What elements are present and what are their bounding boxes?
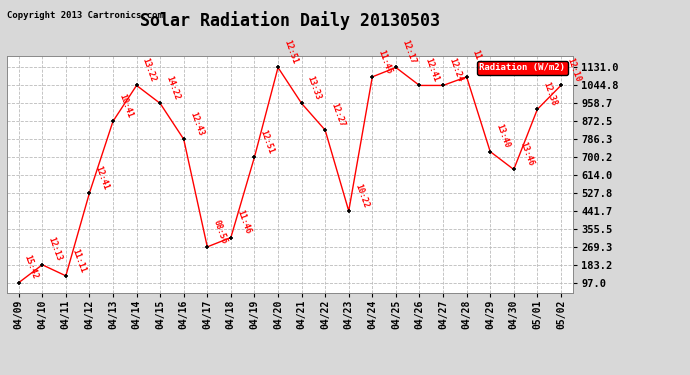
- Text: 13:40: 13:40: [494, 123, 511, 149]
- Point: [84, 190, 95, 196]
- Point: [249, 154, 260, 160]
- Point: [319, 127, 331, 133]
- Text: 10:22: 10:22: [353, 182, 370, 209]
- Text: 12:17: 12:17: [400, 39, 417, 65]
- Text: 11:11: 11:11: [70, 247, 87, 274]
- Point: [509, 166, 520, 172]
- Text: 12:10: 12:10: [565, 57, 582, 83]
- Point: [532, 106, 543, 112]
- Point: [108, 118, 119, 124]
- Text: 15:42: 15:42: [23, 254, 40, 280]
- Point: [178, 136, 189, 142]
- Text: 12:27: 12:27: [329, 101, 346, 128]
- Point: [273, 64, 284, 70]
- Legend: Radiation (W/m2): Radiation (W/m2): [477, 61, 568, 75]
- Point: [201, 244, 213, 250]
- Text: 12:41: 12:41: [424, 57, 441, 83]
- Text: 12:51: 12:51: [259, 128, 275, 155]
- Text: 12:43: 12:43: [188, 111, 205, 137]
- Text: 08:56: 08:56: [211, 218, 228, 244]
- Point: [60, 273, 71, 279]
- Text: Copyright 2013 Cartronics.com: Copyright 2013 Cartronics.com: [7, 11, 163, 20]
- Point: [414, 82, 425, 88]
- Point: [155, 100, 166, 106]
- Point: [131, 82, 142, 88]
- Text: 11:46: 11:46: [235, 209, 252, 236]
- Point: [555, 82, 566, 88]
- Point: [13, 280, 24, 286]
- Text: 13:46: 13:46: [518, 141, 535, 167]
- Point: [484, 148, 495, 154]
- Text: 11:46: 11:46: [377, 48, 393, 75]
- Text: 10:41: 10:41: [117, 93, 134, 119]
- Point: [296, 100, 307, 106]
- Text: 12:13: 12:13: [46, 236, 63, 262]
- Text: Solar Radiation Daily 20130503: Solar Radiation Daily 20130503: [140, 11, 440, 30]
- Text: 13:22: 13:22: [141, 57, 158, 83]
- Text: 13:33: 13:33: [306, 75, 323, 101]
- Text: 12:51: 12:51: [282, 39, 299, 65]
- Point: [226, 234, 237, 240]
- Point: [367, 74, 378, 80]
- Point: [343, 208, 354, 214]
- Text: 11:54: 11:54: [471, 48, 488, 75]
- Point: [437, 82, 448, 88]
- Text: 12:41: 12:41: [94, 164, 110, 191]
- Point: [391, 64, 402, 70]
- Text: 12:24: 12:24: [447, 57, 464, 83]
- Point: [461, 74, 472, 80]
- Point: [37, 262, 48, 268]
- Text: 14:22: 14:22: [164, 75, 181, 101]
- Text: 12:38: 12:38: [542, 81, 558, 107]
